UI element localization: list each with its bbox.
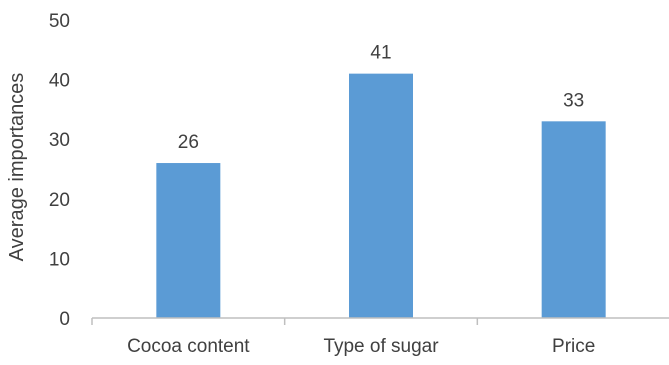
x-axis-ticks — [91, 318, 479, 325]
bar — [156, 163, 221, 318]
bars — [156, 73, 606, 318]
data-label: 26 — [178, 132, 199, 153]
y-tick-label: 0 — [59, 309, 70, 330]
bar — [349, 73, 413, 318]
category-labels: Cocoa content Type of sugar Price — [127, 336, 595, 357]
y-tick-label: 30 — [49, 130, 70, 151]
y-tick-label: 50 — [49, 11, 70, 32]
category-label: Cocoa content — [127, 336, 250, 357]
y-tick-label: 40 — [49, 71, 70, 92]
category-label: Type of sugar — [323, 336, 439, 357]
y-axis-title: Average importances — [6, 73, 28, 262]
data-label: 41 — [370, 43, 391, 64]
bar — [541, 121, 606, 318]
y-axis-ticks: 0 10 20 30 40 50 — [49, 11, 70, 330]
category-label: Price — [552, 336, 595, 357]
data-label: 33 — [563, 90, 584, 111]
y-tick-label: 10 — [49, 249, 70, 270]
y-tick-label: 20 — [49, 190, 70, 211]
data-labels: 26 41 33 — [178, 43, 584, 153]
